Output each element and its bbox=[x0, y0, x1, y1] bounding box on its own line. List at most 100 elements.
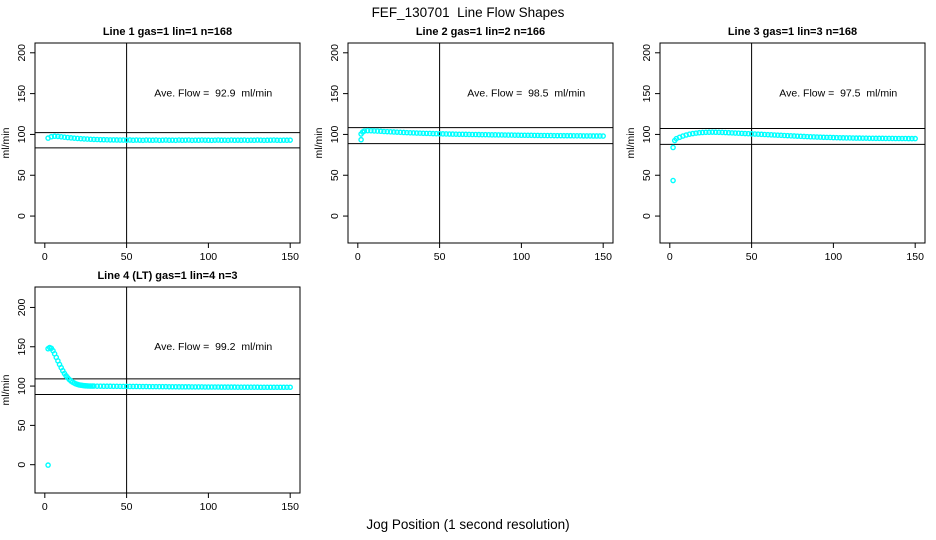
ave-flow-annotation: Ave. Flow = 92.9 ml/min bbox=[154, 88, 272, 100]
data-point bbox=[485, 131, 492, 138]
data-point bbox=[123, 383, 130, 390]
data-point bbox=[271, 384, 277, 391]
data-point bbox=[185, 137, 192, 143]
data-point bbox=[521, 132, 528, 139]
data-point bbox=[241, 384, 248, 390]
data-point bbox=[391, 129, 397, 135]
data-point bbox=[254, 384, 261, 390]
data-point bbox=[502, 132, 508, 138]
data-point bbox=[235, 137, 241, 143]
data-point bbox=[179, 384, 186, 390]
data-point bbox=[436, 130, 443, 137]
y-tick-label: 50 bbox=[641, 169, 653, 181]
panel-title: Line 2 gas=1 lin=2 n=166 bbox=[416, 26, 545, 38]
data-point bbox=[476, 131, 482, 138]
data-point bbox=[531, 132, 538, 139]
data-point bbox=[778, 132, 784, 139]
data-point bbox=[277, 384, 284, 391]
y-axis-label: ml/min bbox=[0, 127, 12, 158]
data-point bbox=[251, 384, 257, 390]
data-point bbox=[407, 129, 413, 136]
data-point bbox=[518, 132, 525, 139]
y-axis-label: ml/min bbox=[313, 127, 325, 158]
data-point bbox=[361, 128, 368, 134]
data-point bbox=[274, 137, 280, 144]
data-point bbox=[902, 135, 909, 142]
data-point bbox=[725, 129, 732, 136]
data-point bbox=[377, 128, 384, 135]
data-points bbox=[45, 133, 293, 144]
data-point bbox=[765, 131, 771, 138]
y-axis-label: ml/min bbox=[0, 374, 12, 405]
data-point bbox=[81, 136, 87, 142]
y-tick-label: 50 bbox=[16, 419, 28, 431]
data-point bbox=[866, 135, 873, 142]
y-tick-label: 200 bbox=[641, 44, 653, 62]
data-point bbox=[71, 135, 78, 141]
x-tick-label: 0 bbox=[667, 251, 673, 263]
y-tick-label: 0 bbox=[329, 213, 341, 219]
data-point bbox=[528, 132, 535, 139]
data-point bbox=[719, 129, 725, 136]
data-point bbox=[231, 137, 238, 144]
data-point bbox=[830, 134, 837, 141]
data-point bbox=[752, 131, 758, 137]
data-point bbox=[564, 132, 570, 139]
y-tick-label: 200 bbox=[329, 44, 341, 62]
data-point bbox=[892, 135, 899, 142]
data-point bbox=[551, 132, 557, 139]
data-point bbox=[244, 384, 251, 390]
data-point bbox=[423, 130, 430, 137]
data-point bbox=[738, 130, 745, 137]
data-point bbox=[433, 130, 440, 137]
data-point bbox=[587, 133, 593, 139]
data-point bbox=[774, 132, 781, 138]
ave-flow-annotation: Ave. Flow = 98.5 ml/min bbox=[467, 88, 585, 100]
data-point bbox=[244, 137, 251, 144]
ave-flow-annotation: Ave. Flow = 97.5 ml/min bbox=[779, 88, 897, 100]
data-point bbox=[515, 132, 521, 138]
data-points bbox=[358, 127, 606, 143]
data-point bbox=[58, 133, 64, 140]
data-point bbox=[113, 137, 120, 143]
data-point bbox=[143, 137, 150, 143]
data-point bbox=[699, 129, 706, 136]
data-point bbox=[735, 130, 742, 137]
data-point bbox=[64, 134, 71, 141]
data-point bbox=[277, 137, 284, 144]
data-point bbox=[127, 137, 133, 143]
data-point bbox=[781, 132, 788, 139]
data-point bbox=[833, 134, 840, 141]
data-point bbox=[413, 130, 420, 136]
data-point bbox=[804, 133, 811, 140]
data-point bbox=[91, 136, 97, 143]
data-point bbox=[107, 137, 114, 143]
data-point bbox=[235, 384, 241, 390]
data-point bbox=[215, 137, 222, 143]
y-tick-label: 200 bbox=[16, 299, 28, 317]
data-point bbox=[261, 384, 267, 391]
data-point bbox=[420, 130, 427, 137]
data-point bbox=[590, 133, 597, 139]
data-point bbox=[706, 129, 712, 136]
data-point bbox=[248, 384, 254, 390]
data-point bbox=[261, 137, 267, 144]
data-point bbox=[886, 135, 892, 142]
data-point bbox=[495, 132, 502, 138]
data-point bbox=[768, 132, 775, 138]
data-point bbox=[189, 137, 195, 144]
data-point bbox=[860, 135, 866, 141]
plot-box bbox=[659, 42, 926, 244]
data-point bbox=[117, 137, 123, 143]
y-tick-label: 0 bbox=[16, 462, 28, 468]
data-point bbox=[163, 383, 169, 390]
data-point bbox=[120, 137, 127, 143]
data-point bbox=[117, 383, 123, 390]
data-point bbox=[225, 384, 231, 390]
data-point bbox=[110, 383, 117, 390]
data-point bbox=[156, 383, 163, 390]
data-point bbox=[221, 384, 228, 390]
data-point bbox=[498, 132, 505, 138]
data-point bbox=[231, 384, 238, 390]
